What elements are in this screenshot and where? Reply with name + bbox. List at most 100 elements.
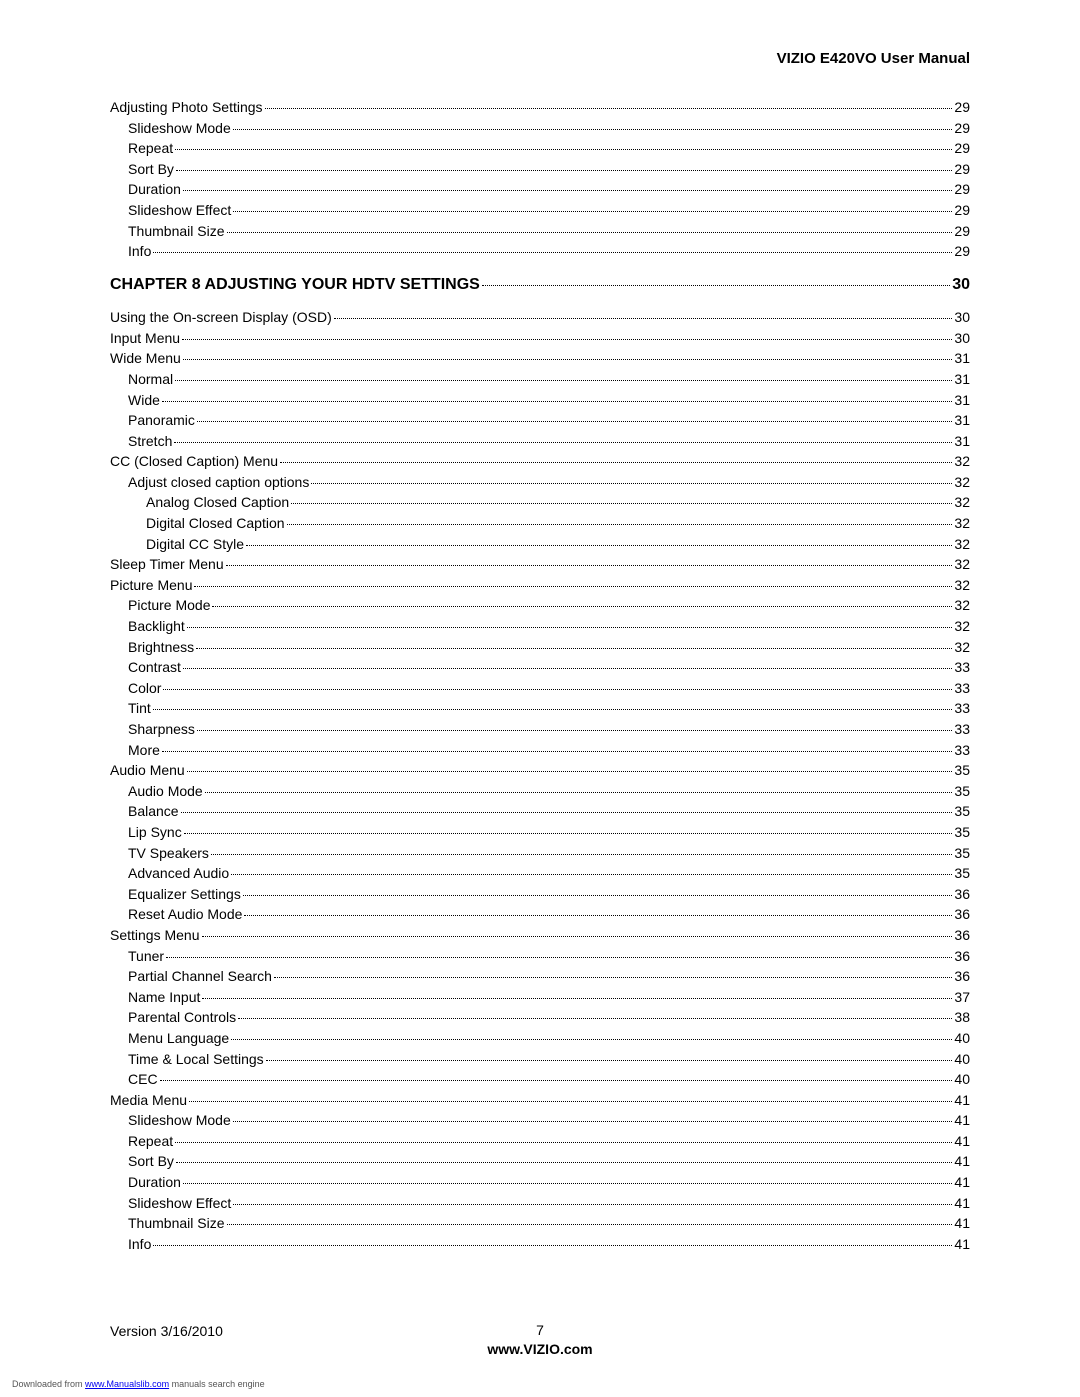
toc-entry[interactable]: Audio Menu35 — [110, 761, 970, 781]
toc-entry[interactable]: Name Input37 — [128, 988, 970, 1008]
toc-entry[interactable]: Lip Sync35 — [128, 823, 970, 843]
toc-entry[interactable]: Wide31 — [128, 391, 970, 411]
toc-entry[interactable]: CC (Closed Caption) Menu32 — [110, 452, 970, 472]
toc-entry[interactable]: Analog Closed Caption32 — [146, 493, 970, 513]
toc-entry[interactable]: Thumbnail Size29 — [128, 222, 970, 242]
toc-dots — [196, 648, 952, 649]
toc-page: 32 — [954, 535, 970, 555]
toc-entry[interactable]: Reset Audio Mode36 — [128, 905, 970, 925]
toc-entry[interactable]: Settings Menu36 — [110, 926, 970, 946]
toc-page: 41 — [954, 1111, 970, 1131]
toc-label: Lip Sync — [128, 823, 182, 843]
toc-dots — [212, 606, 952, 607]
toc-entry[interactable]: Slideshow Effect29 — [128, 201, 970, 221]
toc-entry[interactable]: Info29 — [128, 242, 970, 262]
toc-page: 37 — [954, 988, 970, 1008]
toc-entry[interactable]: Duration29 — [128, 180, 970, 200]
toc-entry[interactable]: Digital CC Style32 — [146, 535, 970, 555]
toc-entry[interactable]: Color33 — [128, 679, 970, 699]
toc-page: 36 — [954, 905, 970, 925]
toc-entry[interactable]: Tint33 — [128, 699, 970, 719]
toc-entry[interactable]: CEC40 — [128, 1070, 970, 1090]
toc-label: Using the On-screen Display (OSD) — [110, 308, 332, 328]
toc-label: Info — [128, 242, 151, 262]
toc-entry[interactable]: Picture Mode 32 — [128, 596, 970, 616]
toc-entry[interactable]: Wide Menu31 — [110, 349, 970, 369]
manual-header: VIZIO E420VO User Manual — [110, 50, 970, 68]
toc-entry[interactable]: Sort By41 — [128, 1152, 970, 1172]
toc-entry[interactable]: Slideshow Effect41 — [128, 1194, 970, 1214]
toc-entry[interactable]: Repeat41 — [128, 1132, 970, 1152]
toc-entry[interactable]: Time & Local Settings40 — [128, 1050, 970, 1070]
toc-entry[interactable]: Partial Channel Search36 — [128, 967, 970, 987]
toc-dots — [183, 190, 953, 191]
toc-entry[interactable]: Repeat29 — [128, 139, 970, 159]
toc-page: 29 — [954, 180, 970, 200]
toc-entry[interactable]: Sleep Timer Menu32 — [110, 555, 970, 575]
toc-entry[interactable]: Picture Menu32 — [110, 576, 970, 596]
toc-label: Time & Local Settings — [128, 1050, 264, 1070]
toc-entry[interactable]: Sharpness33 — [128, 720, 970, 740]
toc-page: 35 — [954, 802, 970, 822]
toc-entry[interactable]: Slideshow Mode41 — [128, 1111, 970, 1131]
toc-dots — [160, 1080, 953, 1081]
toc-page: 41 — [954, 1132, 970, 1152]
header-title: VIZIO E420VO User Manual — [777, 50, 970, 67]
toc-page: 31 — [954, 349, 970, 369]
toc-entry[interactable]: Duration41 — [128, 1173, 970, 1193]
toc-entry[interactable]: Backlight32 — [128, 617, 970, 637]
toc-entry[interactable]: Thumbnail Size41 — [128, 1214, 970, 1234]
toc-entry[interactable]: Brightness32 — [128, 638, 970, 658]
toc-dots — [187, 771, 953, 772]
toc-entry[interactable]: Input Menu30 — [110, 329, 970, 349]
toc-page: 29 — [954, 222, 970, 242]
toc-page: 32 — [954, 514, 970, 534]
toc-entry[interactable]: Using the On-screen Display (OSD)30 — [110, 308, 970, 328]
toc-dots — [153, 709, 953, 710]
toc-entry[interactable]: Tuner36 — [128, 947, 970, 967]
toc-label: Balance — [128, 802, 179, 822]
toc-entry[interactable]: Normal31 — [128, 370, 970, 390]
toc-page: 36 — [954, 967, 970, 987]
toc-entry[interactable]: Stretch31 — [128, 432, 970, 452]
toc-label: Adjusting Photo Settings — [110, 98, 263, 118]
toc-entry[interactable]: More33 — [128, 741, 970, 761]
toc-dots — [194, 586, 952, 587]
toc-label: Input Menu — [110, 329, 180, 349]
toc-page: 32 — [954, 596, 970, 616]
toc-entry[interactable]: Equalizer Settings36 — [128, 885, 970, 905]
download-link[interactable]: www.Manualslib.com — [85, 1379, 169, 1389]
toc-entry[interactable]: Contrast33 — [128, 658, 970, 678]
toc-entry[interactable]: Info41 — [128, 1235, 970, 1255]
toc-dots — [274, 977, 952, 978]
toc-label: Backlight — [128, 617, 185, 637]
toc-entry[interactable]: Adjusting Photo Settings29 — [110, 98, 970, 118]
toc-label: Picture Mode — [128, 596, 210, 616]
toc-dots — [243, 895, 953, 896]
toc-entry[interactable]: Audio Mode35 — [128, 782, 970, 802]
toc-label: CC (Closed Caption) Menu — [110, 452, 278, 472]
toc-entry[interactable]: Balance 35 — [128, 802, 970, 822]
version-text: Version 3/16/2010 — [110, 1323, 223, 1339]
toc-entry[interactable]: Advanced Audio35 — [128, 864, 970, 884]
toc-dots — [287, 524, 953, 525]
toc-page: 32 — [954, 493, 970, 513]
toc-dots — [231, 1039, 952, 1040]
toc-entry[interactable]: Adjust closed caption options32 — [128, 473, 970, 493]
toc-dots — [265, 108, 953, 109]
download-prefix: Downloaded from — [12, 1379, 85, 1389]
toc-label: Panoramic — [128, 411, 195, 431]
toc-entry[interactable]: Media Menu41 — [110, 1091, 970, 1111]
toc-label: CEC — [128, 1070, 158, 1090]
toc-entry[interactable]: Panoramic31 — [128, 411, 970, 431]
toc-label: Sort By — [128, 1152, 174, 1172]
toc-entry[interactable]: Slideshow Mode29 — [128, 119, 970, 139]
toc-entry[interactable]: Parental Controls38 — [128, 1008, 970, 1028]
toc-entry[interactable]: TV Speakers35 — [128, 844, 970, 864]
toc-entry[interactable]: Menu Language40 — [128, 1029, 970, 1049]
toc-entry[interactable]: CHAPTER 8 ADJUSTING YOUR HDTV SETTINGS30 — [110, 274, 970, 296]
toc-dots — [197, 730, 952, 731]
toc-entry[interactable]: Sort By29 — [128, 160, 970, 180]
toc-entry[interactable]: Digital Closed Caption32 — [146, 514, 970, 534]
toc-label: Tint — [128, 699, 151, 719]
